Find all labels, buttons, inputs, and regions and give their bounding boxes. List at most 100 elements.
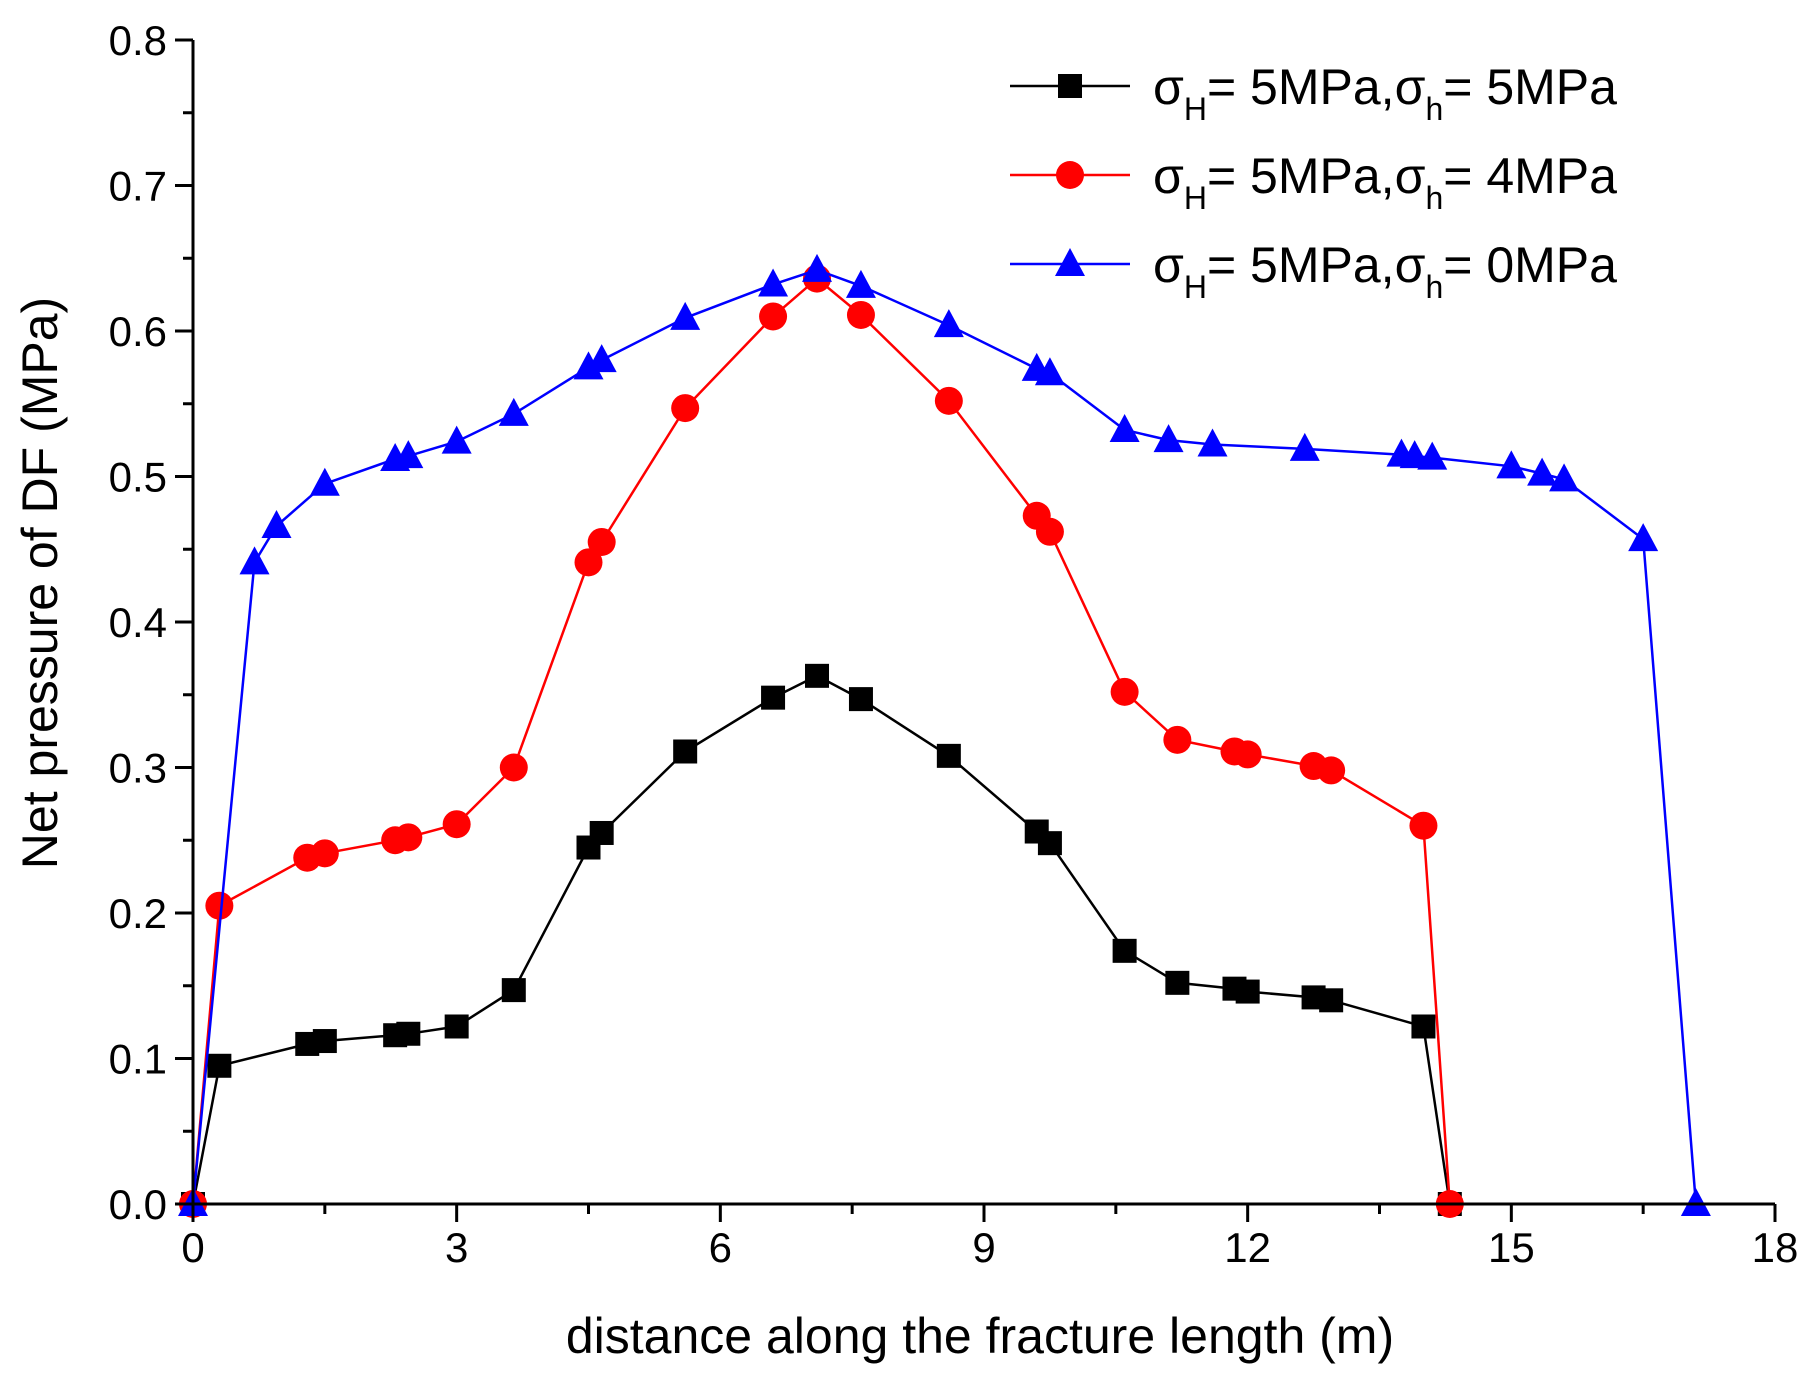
data-point [759,302,788,331]
data-point [671,394,700,423]
data-point [501,978,526,1003]
data-point [310,839,339,868]
data-point [1496,450,1527,479]
x-tick-label: 6 [709,1224,732,1271]
data-point [1317,756,1346,785]
data-point [845,269,876,298]
data-point [933,309,964,338]
data-point [670,301,701,330]
data-point [802,253,833,282]
data-point [934,386,963,415]
x-tick-label: 3 [445,1224,468,1271]
data-point [444,1014,469,1039]
x-tick-label: 18 [1752,1224,1799,1271]
data-point [589,820,614,845]
data-point [261,509,292,538]
data-point [498,397,529,426]
legend-sigma: σ [1395,59,1426,115]
data-point [848,687,873,712]
legend-text-part: = 5MPa [1443,59,1617,115]
legend-text-part: = 5MPa, [1207,237,1395,293]
legend-text-part: = 5MPa, [1207,148,1395,204]
y-tick-label: 0.1 [109,1036,167,1083]
data-point [393,440,424,469]
legend-subscript: H [1184,91,1207,127]
axes-layer: 0 3 6 9 12 15 18 0.0 0.1 0.2 0.3 0.4 0.5 0.6 0.7 0.8 [109,17,1799,1271]
legend-sigma: σ [1395,237,1426,293]
data-point [587,527,616,556]
legend-sigma: σ [1153,59,1184,115]
legend-subscript: h [1425,269,1443,305]
data-point [1628,523,1659,552]
data-point [1112,938,1137,963]
series-square [181,663,1462,1216]
series-line [191,276,1452,1205]
data-point [586,344,617,373]
data-point [1153,424,1184,453]
y-tick-label: 0.7 [109,163,167,210]
x-tick-label: 15 [1488,1224,1535,1271]
data-point [1409,811,1438,840]
legend-text-part: = 4MPa [1443,148,1617,204]
data-point [1549,463,1580,492]
data-point [936,743,961,768]
data-point [1235,979,1260,1004]
plot-area: 0 3 6 9 12 15 18 0.0 0.1 0.2 0.3 0.4 0.5 0.6 0.7 0.8 [109,17,1799,1271]
y-tick-label: 0.5 [109,454,167,501]
series-circle [179,264,1464,1218]
x-axis-title: distance along the fracture length (m) [566,1308,1394,1364]
data-point [673,739,698,764]
data-point [394,823,423,852]
legend-subscript: h [1425,91,1443,127]
data-point [805,663,830,688]
data-point [758,268,789,297]
data-point [312,1029,337,1054]
data-point [442,810,471,839]
data-point [1034,357,1065,386]
data-point [1680,1188,1711,1216]
data-point [1110,677,1139,706]
data-point [1319,988,1344,1013]
legend-label: σH= 5MPa,σh= 4MPa [1153,148,1617,216]
legend-label: σH= 5MPa,σh= 0MPa [1153,237,1617,305]
data-point [1289,432,1320,461]
data-point [1165,970,1190,995]
data-point [761,685,786,710]
data-point [205,891,234,920]
data-point [573,351,604,380]
legend-sigma: σ [1153,237,1184,293]
legend-sigma: σ [1395,148,1426,204]
legend-text-part: = 5MPa, [1207,59,1395,115]
y-tick-label: 0.3 [109,745,167,792]
legend-entry: σH= 5MPa,σh= 0MPa [1010,237,1617,305]
data-point [1417,441,1448,470]
data-point [574,548,603,577]
data-point [309,467,340,496]
series-triangle [178,253,1711,1216]
data-point [1411,1014,1436,1039]
x-tick-label: 0 [181,1224,204,1271]
data-point [239,546,270,575]
data-point [207,1053,232,1078]
y-tick-label: 0.2 [109,890,167,937]
y-tick-label: 0.6 [109,308,167,355]
legend-marker [1055,248,1085,276]
legend-entry: σH= 5MPa,σh= 4MPa [1010,148,1617,216]
legend-subscript: H [1184,180,1207,216]
legend-marker [1056,161,1084,189]
data-point [1233,740,1262,769]
data-point [441,425,472,454]
legend-text-part: = 0MPa [1443,237,1617,293]
x-tick-label: 9 [972,1224,995,1271]
data-point [1527,457,1558,486]
legend-label: σH= 5MPa,σh= 5MPa [1153,59,1617,127]
y-tick-label: 0.8 [109,17,167,64]
data-point [1035,517,1064,546]
data-point [1197,428,1228,457]
y-tick-label: 0.4 [109,599,167,646]
y-tick-label: 0.0 [109,1181,167,1228]
data-point [396,1021,421,1046]
legend-marker [1058,74,1082,98]
